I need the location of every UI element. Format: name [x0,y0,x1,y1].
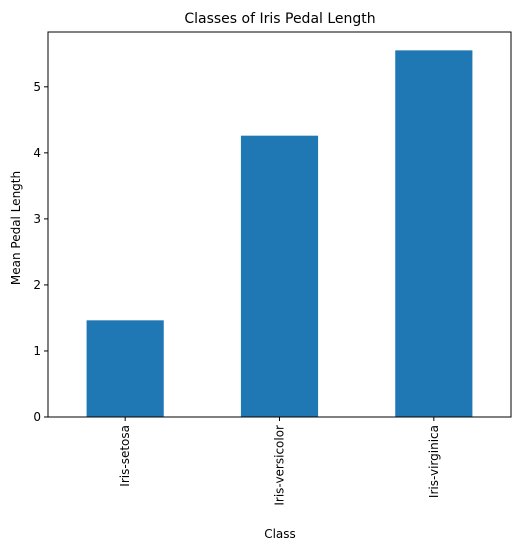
x-tick-label-iris-virginica: Iris-virginica [427,425,441,498]
x-axis: Iris-setosa Iris-versicolor Iris-virginica [118,417,441,506]
x-axis-label: Class [264,527,296,541]
y-tick-label-2: 2 [33,278,41,292]
plot-frame [47,31,512,418]
y-axis-label: Mean Pedal Length [9,171,23,285]
y-tick-label-5: 5 [33,80,41,94]
bar-iris-virginica [395,50,473,417]
y-tick-label-0: 0 [33,410,41,424]
y-tick-label-4: 4 [33,146,41,160]
bars-group [86,50,473,417]
x-tick-label-iris-versicolor: Iris-versicolor [273,425,287,506]
y-axis: 0 1 2 3 4 5 [33,80,48,424]
bar-iris-setosa [86,320,164,417]
x-tick-label-iris-setosa: Iris-setosa [118,425,132,487]
y-tick-label-3: 3 [33,212,41,226]
bar-iris-versicolor [240,135,319,417]
chart-title: Classes of Iris Pedal Length [184,11,375,27]
y-tick-label-1: 1 [33,344,41,358]
